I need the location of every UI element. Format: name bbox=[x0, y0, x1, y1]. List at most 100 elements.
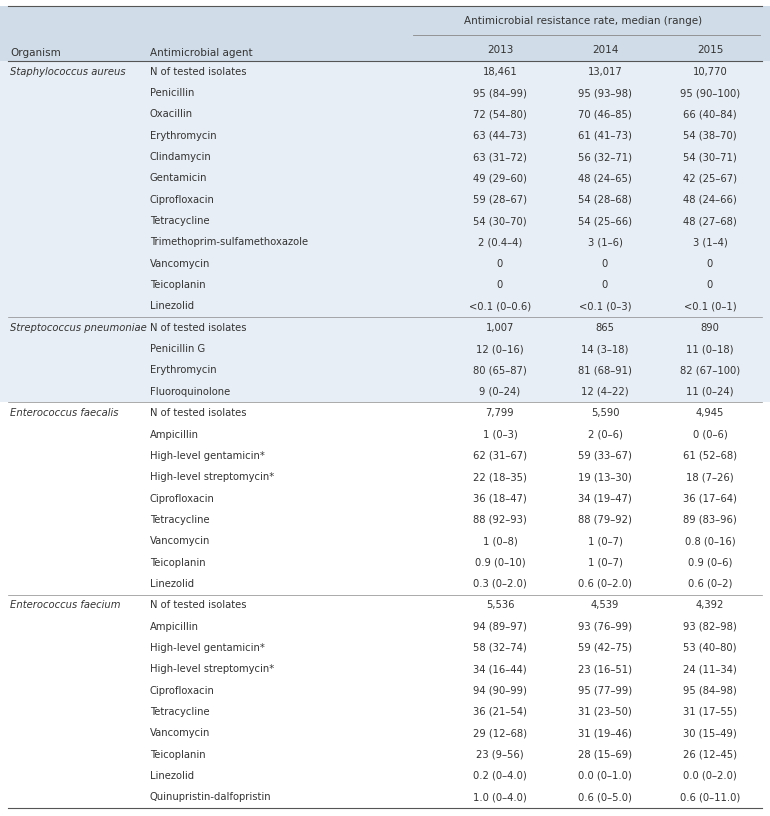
Text: 54 (25–66): 54 (25–66) bbox=[578, 216, 632, 226]
Bar bbox=[0, 61, 770, 317]
Text: Vancomycin: Vancomycin bbox=[150, 259, 210, 268]
Text: 89 (83–96): 89 (83–96) bbox=[683, 515, 737, 525]
Text: 0.9 (0–6): 0.9 (0–6) bbox=[688, 557, 732, 568]
Text: 28 (15–69): 28 (15–69) bbox=[578, 750, 632, 760]
Text: 94 (89–97): 94 (89–97) bbox=[473, 622, 527, 632]
Text: 72 (54–80): 72 (54–80) bbox=[473, 109, 527, 119]
Text: 95 (90–100): 95 (90–100) bbox=[680, 88, 740, 98]
Text: 63 (44–73): 63 (44–73) bbox=[474, 131, 527, 140]
Text: 54 (30–70): 54 (30–70) bbox=[474, 216, 527, 226]
Text: 36 (21–54): 36 (21–54) bbox=[473, 707, 527, 717]
Text: 0: 0 bbox=[497, 259, 503, 268]
Text: 94 (90–99): 94 (90–99) bbox=[473, 685, 527, 695]
Text: 3 (1–6): 3 (1–6) bbox=[588, 237, 622, 247]
Text: 14 (3–18): 14 (3–18) bbox=[581, 344, 628, 354]
Text: 31 (19–46): 31 (19–46) bbox=[578, 729, 632, 738]
Text: 30 (15–49): 30 (15–49) bbox=[683, 729, 737, 738]
Text: Vancomycin: Vancomycin bbox=[150, 729, 210, 738]
Text: Linezolid: Linezolid bbox=[150, 301, 194, 312]
Text: 4,392: 4,392 bbox=[696, 601, 725, 610]
Text: Gentamicin: Gentamicin bbox=[150, 173, 207, 184]
Text: Erythromycin: Erythromycin bbox=[150, 131, 216, 140]
Text: 81 (68–91): 81 (68–91) bbox=[578, 366, 632, 375]
Text: 22 (18–35): 22 (18–35) bbox=[473, 472, 527, 482]
Text: Trimethoprim-sulfamethoxazole: Trimethoprim-sulfamethoxazole bbox=[150, 237, 308, 247]
Text: 4,539: 4,539 bbox=[591, 601, 619, 610]
Bar bbox=[0, 317, 770, 402]
Text: 1,007: 1,007 bbox=[486, 323, 514, 333]
Text: 48 (24–65): 48 (24–65) bbox=[578, 173, 632, 184]
Text: 1 (0–7): 1 (0–7) bbox=[588, 557, 622, 568]
Text: 0.3 (0–2.0): 0.3 (0–2.0) bbox=[473, 579, 527, 589]
Text: 7,799: 7,799 bbox=[486, 408, 514, 418]
Text: 2013: 2013 bbox=[487, 45, 513, 55]
Text: N of tested isolates: N of tested isolates bbox=[150, 323, 246, 333]
Text: 36 (17–64): 36 (17–64) bbox=[683, 494, 737, 503]
Text: Ampicillin: Ampicillin bbox=[150, 429, 199, 440]
Text: 54 (30–71): 54 (30–71) bbox=[683, 152, 737, 162]
Text: N of tested isolates: N of tested isolates bbox=[150, 601, 246, 610]
Text: Antimicrobial agent: Antimicrobial agent bbox=[150, 48, 253, 58]
Text: 865: 865 bbox=[595, 323, 614, 333]
Text: Ciprofloxacin: Ciprofloxacin bbox=[150, 685, 215, 695]
Text: 18,461: 18,461 bbox=[483, 67, 517, 77]
Text: 34 (16–44): 34 (16–44) bbox=[474, 664, 527, 674]
Text: 29 (12–68): 29 (12–68) bbox=[473, 729, 527, 738]
Text: 23 (16–51): 23 (16–51) bbox=[578, 664, 632, 674]
Text: Vancomycin: Vancomycin bbox=[150, 536, 210, 546]
Text: Enterococcus faecalis: Enterococcus faecalis bbox=[10, 408, 119, 418]
Text: 49 (29–60): 49 (29–60) bbox=[473, 173, 527, 184]
Text: 66 (40–84): 66 (40–84) bbox=[683, 109, 737, 119]
Text: 61 (52–68): 61 (52–68) bbox=[683, 451, 737, 461]
Text: Teicoplanin: Teicoplanin bbox=[150, 557, 206, 568]
Text: 61 (41–73): 61 (41–73) bbox=[578, 131, 632, 140]
Text: 0.0 (0–2.0): 0.0 (0–2.0) bbox=[683, 771, 737, 781]
Text: 31 (23–50): 31 (23–50) bbox=[578, 707, 632, 717]
Text: 0.8 (0–16): 0.8 (0–16) bbox=[685, 536, 735, 546]
Text: Linezolid: Linezolid bbox=[150, 579, 194, 589]
Text: 9 (0–24): 9 (0–24) bbox=[480, 387, 521, 397]
Text: 26 (12–45): 26 (12–45) bbox=[683, 750, 737, 760]
Text: 13,017: 13,017 bbox=[588, 67, 622, 77]
Text: 70 (46–85): 70 (46–85) bbox=[578, 109, 632, 119]
Text: 3 (1–4): 3 (1–4) bbox=[693, 237, 728, 247]
Text: 95 (84–99): 95 (84–99) bbox=[473, 88, 527, 98]
Text: 56 (32–71): 56 (32–71) bbox=[578, 152, 632, 162]
Text: 18 (7–26): 18 (7–26) bbox=[686, 472, 734, 482]
Text: 2 (0–6): 2 (0–6) bbox=[588, 429, 622, 440]
Text: Linezolid: Linezolid bbox=[150, 771, 194, 781]
Text: 23 (9–56): 23 (9–56) bbox=[476, 750, 524, 760]
Text: 58 (32–74): 58 (32–74) bbox=[473, 643, 527, 653]
Text: 5,536: 5,536 bbox=[486, 601, 514, 610]
Text: N of tested isolates: N of tested isolates bbox=[150, 408, 246, 418]
Text: 42 (25–67): 42 (25–67) bbox=[683, 173, 737, 184]
Text: Ciprofloxacin: Ciprofloxacin bbox=[150, 494, 215, 503]
Text: Teicoplanin: Teicoplanin bbox=[150, 750, 206, 760]
Text: 0: 0 bbox=[602, 259, 608, 268]
Text: <0.1 (0–3): <0.1 (0–3) bbox=[579, 301, 631, 312]
Bar bbox=[0, 595, 770, 808]
Text: Penicillin G: Penicillin G bbox=[150, 344, 206, 354]
Text: 36 (18–47): 36 (18–47) bbox=[473, 494, 527, 503]
Text: Erythromycin: Erythromycin bbox=[150, 366, 216, 375]
Text: 1 (0–8): 1 (0–8) bbox=[483, 536, 517, 546]
Text: 0.9 (0–10): 0.9 (0–10) bbox=[474, 557, 525, 568]
Text: 0.6 (0–11.0): 0.6 (0–11.0) bbox=[680, 792, 740, 802]
Text: High-level gentamicin*: High-level gentamicin* bbox=[150, 643, 265, 653]
Text: 0: 0 bbox=[497, 280, 503, 290]
Text: 54 (28–68): 54 (28–68) bbox=[578, 195, 632, 205]
Text: 2014: 2014 bbox=[592, 45, 618, 55]
Text: 48 (27–68): 48 (27–68) bbox=[683, 216, 737, 226]
Text: 0.6 (0–2.0): 0.6 (0–2.0) bbox=[578, 579, 632, 589]
Text: Oxacillin: Oxacillin bbox=[150, 109, 193, 119]
Text: 48 (24–66): 48 (24–66) bbox=[683, 195, 737, 205]
Text: 93 (76–99): 93 (76–99) bbox=[578, 622, 632, 632]
Text: 80 (65–87): 80 (65–87) bbox=[473, 366, 527, 375]
Text: 59 (33–67): 59 (33–67) bbox=[578, 451, 632, 461]
Text: High-level gentamicin*: High-level gentamicin* bbox=[150, 451, 265, 461]
Text: 1.0 (0–4.0): 1.0 (0–4.0) bbox=[473, 792, 527, 802]
Text: Antimicrobial resistance rate, median (range): Antimicrobial resistance rate, median (r… bbox=[464, 16, 702, 26]
Text: 59 (28–67): 59 (28–67) bbox=[473, 195, 527, 205]
Text: 93 (82–98): 93 (82–98) bbox=[683, 622, 737, 632]
Text: Teicoplanin: Teicoplanin bbox=[150, 280, 206, 290]
